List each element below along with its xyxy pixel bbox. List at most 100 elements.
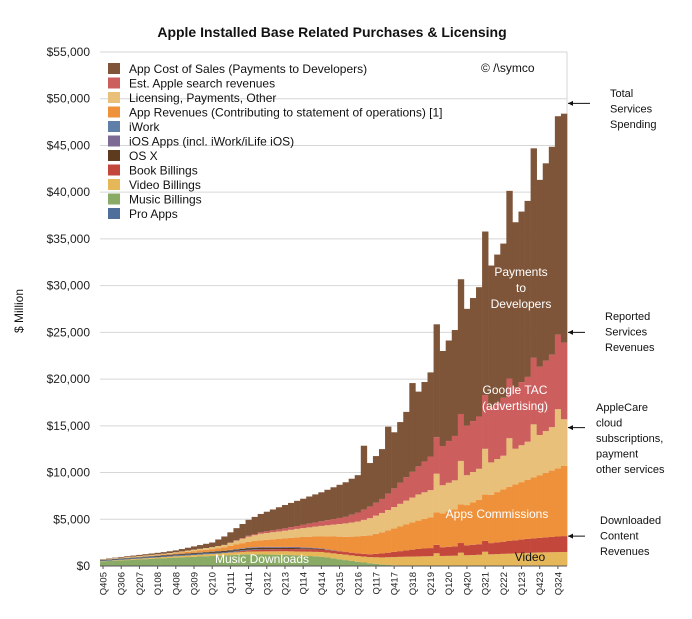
bar-segment-book xyxy=(482,540,489,552)
x-tick-label: Q108 xyxy=(153,572,164,595)
bar-segment-payments xyxy=(288,502,295,528)
bar-segment-video xyxy=(536,552,544,566)
bar-segment-video xyxy=(494,554,501,566)
bar-segment-apprev xyxy=(166,553,174,555)
bar-segment-apprev xyxy=(536,475,544,538)
bar-segment-video xyxy=(160,557,168,559)
y-tick-label: $0 xyxy=(77,559,91,573)
annotation-arrow xyxy=(568,425,573,431)
bar-segment-proapps xyxy=(166,555,174,557)
bar-segment-osx xyxy=(197,552,204,554)
bar-segment-licensing xyxy=(366,518,374,536)
bar-segment-apprev xyxy=(506,486,513,541)
bar-segment-proapps xyxy=(136,557,143,559)
bar-segment-search xyxy=(500,397,507,456)
bar-segment-payments xyxy=(251,516,258,535)
bar-segment-proapps xyxy=(112,559,119,561)
bar-segment-video xyxy=(263,551,271,555)
bar-segment-video xyxy=(469,555,477,566)
bar-segment-iosapps xyxy=(306,547,313,549)
bar-segment-search xyxy=(263,531,271,533)
bar-segment-book xyxy=(360,553,368,557)
legend-label: OS X xyxy=(129,149,158,163)
bar-segment-payments xyxy=(281,505,289,529)
bar-segment-apprev xyxy=(421,518,428,549)
bar-segment-proapps xyxy=(160,556,168,557)
bar-segment-licensing xyxy=(536,435,544,476)
bar-segment-video xyxy=(403,556,410,566)
bar-segment-licensing xyxy=(106,558,113,560)
bar-segment-video xyxy=(257,551,265,555)
bar-segment-music xyxy=(148,558,155,566)
label-video: Video xyxy=(515,550,546,564)
bar-segment-osx xyxy=(300,548,307,550)
bar-segment-payments xyxy=(136,554,143,556)
bar-segment-apprev xyxy=(560,466,568,537)
x-tick-label: Q114 xyxy=(299,572,310,595)
bar-segment-licensing xyxy=(130,556,137,558)
bar-segment-payments xyxy=(476,287,483,417)
bar-segment-payments xyxy=(178,549,186,552)
bar-segment-video xyxy=(560,551,568,566)
bar-segment-video xyxy=(506,553,513,566)
bar-segment-apprev xyxy=(184,551,192,554)
bar-segment-video xyxy=(318,551,325,557)
bar-segment-video xyxy=(245,551,252,555)
bar-segment-search xyxy=(300,524,307,529)
bar-segment-payments xyxy=(184,547,192,551)
x-tick-label: Q414 xyxy=(317,572,328,595)
bar-segment-book xyxy=(385,552,392,558)
annotation-text: AppleCare xyxy=(596,402,648,414)
annotation-arrow xyxy=(568,100,573,106)
bar-segment-music xyxy=(281,554,289,566)
bar-segment-video xyxy=(136,558,143,560)
bar-segment-licensing xyxy=(233,540,240,545)
x-tick-label: Q120 xyxy=(444,572,455,595)
bar-segment-iosapps xyxy=(251,547,258,548)
bar-segment-licensing xyxy=(451,480,459,510)
bar-segment-search xyxy=(482,395,489,449)
bar-segment-music xyxy=(166,557,174,566)
bar-segment-payments xyxy=(372,456,380,503)
bar-segment-payments xyxy=(330,487,337,520)
bar-segment-book xyxy=(445,546,453,556)
bar-segment-payments xyxy=(548,146,556,355)
bar-segment-music xyxy=(142,559,149,566)
x-axis: Q405 Q306 Q207 Q108 Q408 Q309 Q210 Q111 Q411 Q312… xyxy=(99,565,567,595)
bar-segment-payments xyxy=(148,553,155,555)
bar-segment-search xyxy=(360,509,368,520)
bar-segment-search xyxy=(330,519,337,525)
bar-segment-video xyxy=(221,553,228,556)
bar-segment-licensing xyxy=(542,431,550,473)
bar-segment-apprev xyxy=(281,538,289,547)
bar-segment-iosapps xyxy=(288,546,295,548)
bar-segment-video xyxy=(294,551,301,556)
bar-segment-video xyxy=(172,556,180,558)
bar-segment-music xyxy=(312,556,319,566)
bar-segment-music xyxy=(197,556,204,566)
bar-segment-apprev xyxy=(494,492,501,543)
bar-segment-book xyxy=(288,549,295,552)
bar-segment-licensing xyxy=(197,548,204,551)
bar-segment-apprev xyxy=(469,502,477,545)
bar-segment-licensing xyxy=(463,475,471,506)
bar-segment-osx xyxy=(269,547,277,550)
bar-segment-search xyxy=(281,528,289,531)
bar-segment-search xyxy=(463,425,471,476)
bar-segment-iosapps xyxy=(318,548,325,549)
bar-segment-apprev xyxy=(300,537,307,548)
label-apps-commissions: Apps Commissions xyxy=(446,507,549,521)
bar-segment-music xyxy=(227,555,234,566)
bar-segment-music xyxy=(136,559,143,566)
bar-segment-video xyxy=(203,554,210,557)
bar-segment-video xyxy=(385,557,392,565)
bar-segment-proapps xyxy=(184,554,192,556)
bar-segment-osx xyxy=(239,548,246,551)
bar-segment-video xyxy=(457,552,465,566)
bar-segment-music xyxy=(184,557,192,566)
bar-segment-music xyxy=(348,560,356,566)
bar-segment-book xyxy=(269,549,277,552)
y-tick-label: $45,000 xyxy=(47,138,91,152)
bar-segment-video xyxy=(360,556,368,563)
bar-segment-payments xyxy=(488,265,495,408)
